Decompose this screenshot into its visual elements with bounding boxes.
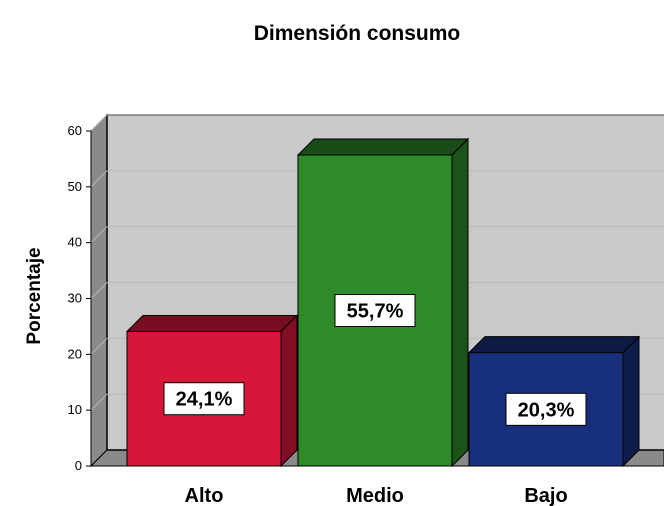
y-tick-label: 40 bbox=[68, 235, 82, 250]
gridline-side bbox=[90, 226, 108, 244]
data-label-box bbox=[163, 382, 245, 416]
y-tick-label: 30 bbox=[68, 291, 82, 306]
bar-top bbox=[296, 138, 470, 156]
data-label: 24,1% bbox=[176, 389, 233, 411]
y-tick-label: 10 bbox=[68, 402, 82, 417]
y-tick-label: 0 bbox=[75, 458, 82, 473]
gridline-side bbox=[90, 393, 108, 411]
bar-top bbox=[125, 314, 299, 332]
bar-side bbox=[451, 137, 469, 468]
y-tick-label: 60 bbox=[68, 123, 82, 138]
x-tick-label: Bajo bbox=[524, 485, 567, 506]
bar-top bbox=[467, 336, 641, 354]
data-label-box bbox=[505, 392, 587, 426]
bar-side bbox=[622, 335, 640, 468]
gridline-side bbox=[90, 114, 108, 132]
x-tick-label: Medio bbox=[346, 485, 404, 506]
gridline-side bbox=[90, 170, 108, 188]
gridline-side bbox=[90, 282, 108, 299]
x-tick-label: Alto bbox=[185, 485, 224, 506]
chart-title: Dimensión consumo bbox=[254, 22, 461, 45]
y-tick-label: 20 bbox=[68, 346, 82, 361]
data-label-box bbox=[334, 294, 416, 328]
plot-area: 0 10 20 30 40 50 60 24,1% Alto 55,7% Medio 20,3% Baj… bbox=[68, 113, 664, 506]
data-label: 20,3% bbox=[518, 399, 575, 421]
bar-side bbox=[280, 314, 298, 468]
y-tick-label: 50 bbox=[68, 179, 82, 194]
gridline-side bbox=[90, 337, 108, 355]
y-axis-label: Porcentaje bbox=[24, 247, 45, 344]
data-label: 55,7% bbox=[347, 301, 404, 323]
